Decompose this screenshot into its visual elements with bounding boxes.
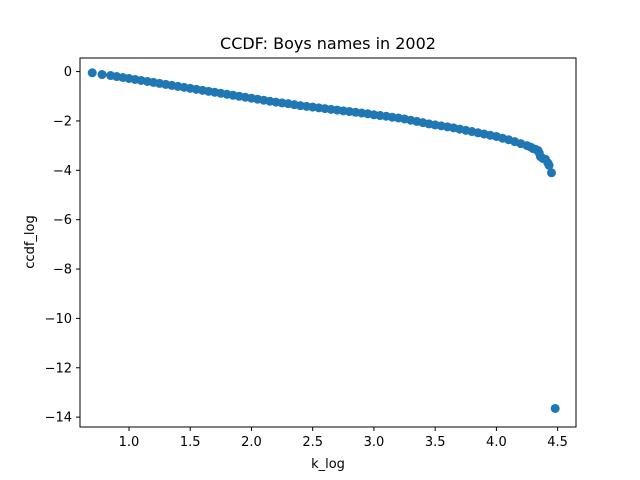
- x-tick-label: 4.5: [547, 435, 568, 450]
- chart-title: CCDF: Boys names in 2002: [220, 34, 436, 53]
- x-tick-label: 3.0: [364, 435, 385, 450]
- x-tick-label: 4.0: [486, 435, 507, 450]
- data-point: [547, 168, 557, 178]
- x-axis: 1.0 1.5 2.0 2.5 3.0 3.5 4.0 4.5: [119, 427, 568, 450]
- y-axis-label: ccdf_log: [23, 215, 38, 268]
- x-axis-label: k_log: [311, 457, 345, 472]
- y-tick-label: −10: [45, 312, 72, 327]
- x-tick-label: 2.0: [241, 435, 262, 450]
- plot-area: [79, 57, 577, 428]
- data-points: [87, 68, 560, 413]
- data-point: [87, 68, 97, 78]
- x-tick-label: 3.5: [425, 435, 446, 450]
- y-tick-label: 0: [64, 65, 72, 80]
- y-tick-label: −8: [53, 263, 72, 278]
- x-tick-label: 1.5: [180, 435, 201, 450]
- x-tick-label: 2.5: [302, 435, 323, 450]
- x-tick-label: 1.0: [119, 435, 140, 450]
- y-tick-label: −6: [53, 213, 72, 228]
- data-point: [544, 160, 554, 170]
- data-point: [97, 70, 107, 80]
- data-point: [550, 403, 560, 413]
- axes-frame: [79, 57, 577, 428]
- y-axis: 0 −2 −4 −6 −8 −10 −12 −14: [45, 65, 80, 426]
- y-tick-label: −14: [45, 411, 72, 426]
- y-tick-label: −12: [45, 361, 72, 376]
- y-tick-label: −2: [53, 114, 72, 129]
- y-tick-label: −4: [53, 164, 72, 179]
